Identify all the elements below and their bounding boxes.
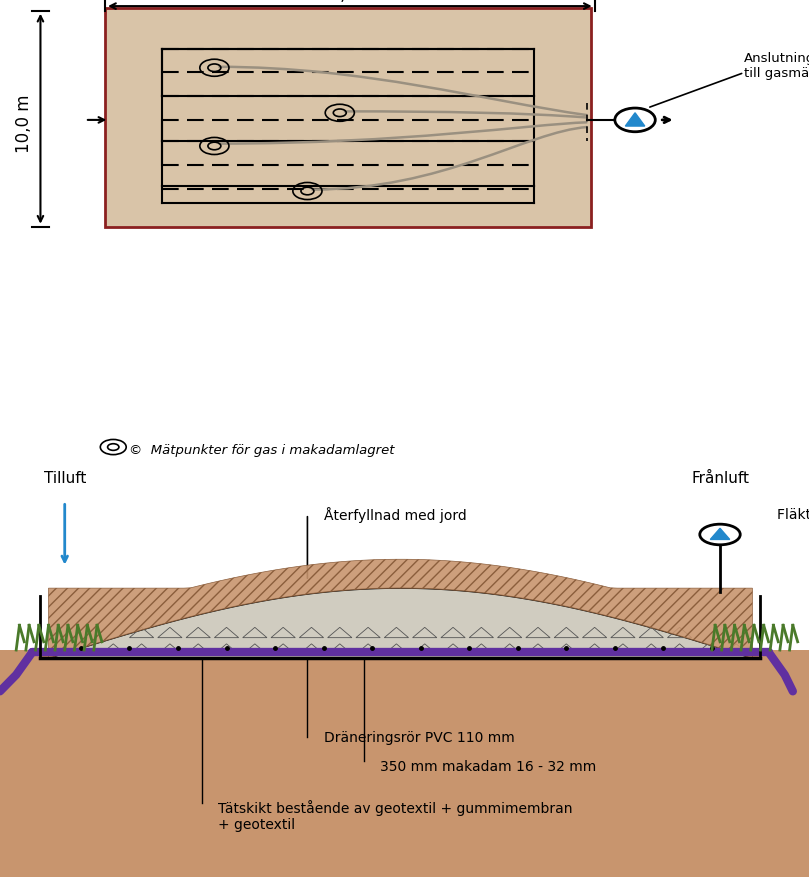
Polygon shape	[0, 651, 809, 877]
Text: Återfyllnad med jord: Återfyllnad med jord	[324, 506, 466, 522]
Polygon shape	[0, 465, 809, 651]
Polygon shape	[625, 114, 645, 127]
Text: ©  Mätpunkter för gas i makadamlagret: © Mätpunkter för gas i makadamlagret	[129, 444, 395, 456]
Text: 10,0 m: 10,0 m	[319, 0, 377, 4]
FancyBboxPatch shape	[105, 10, 591, 227]
Text: Fläkt för utsug: Fläkt för utsug	[777, 507, 809, 521]
Polygon shape	[49, 588, 752, 659]
Circle shape	[615, 109, 655, 132]
Text: Frånluft: Frånluft	[691, 470, 749, 486]
Text: Tilluft: Tilluft	[44, 470, 86, 486]
Polygon shape	[49, 560, 752, 659]
Circle shape	[700, 524, 740, 545]
Text: Tätskikt bestående av geotextil + gummimembran
+ geotextil: Tätskikt bestående av geotextil + gummim…	[218, 799, 573, 831]
Text: Anslutningsmöjlighet
till gasmätare: Anslutningsmöjlighet till gasmätare	[744, 53, 809, 81]
Text: Dräneringsrör PVC 110 mm: Dräneringsrör PVC 110 mm	[324, 730, 515, 744]
Text: 350 mm makadam 16 - 32 mm: 350 mm makadam 16 - 32 mm	[380, 759, 596, 773]
Text: 10,0 m: 10,0 m	[15, 94, 33, 153]
Polygon shape	[710, 529, 730, 540]
